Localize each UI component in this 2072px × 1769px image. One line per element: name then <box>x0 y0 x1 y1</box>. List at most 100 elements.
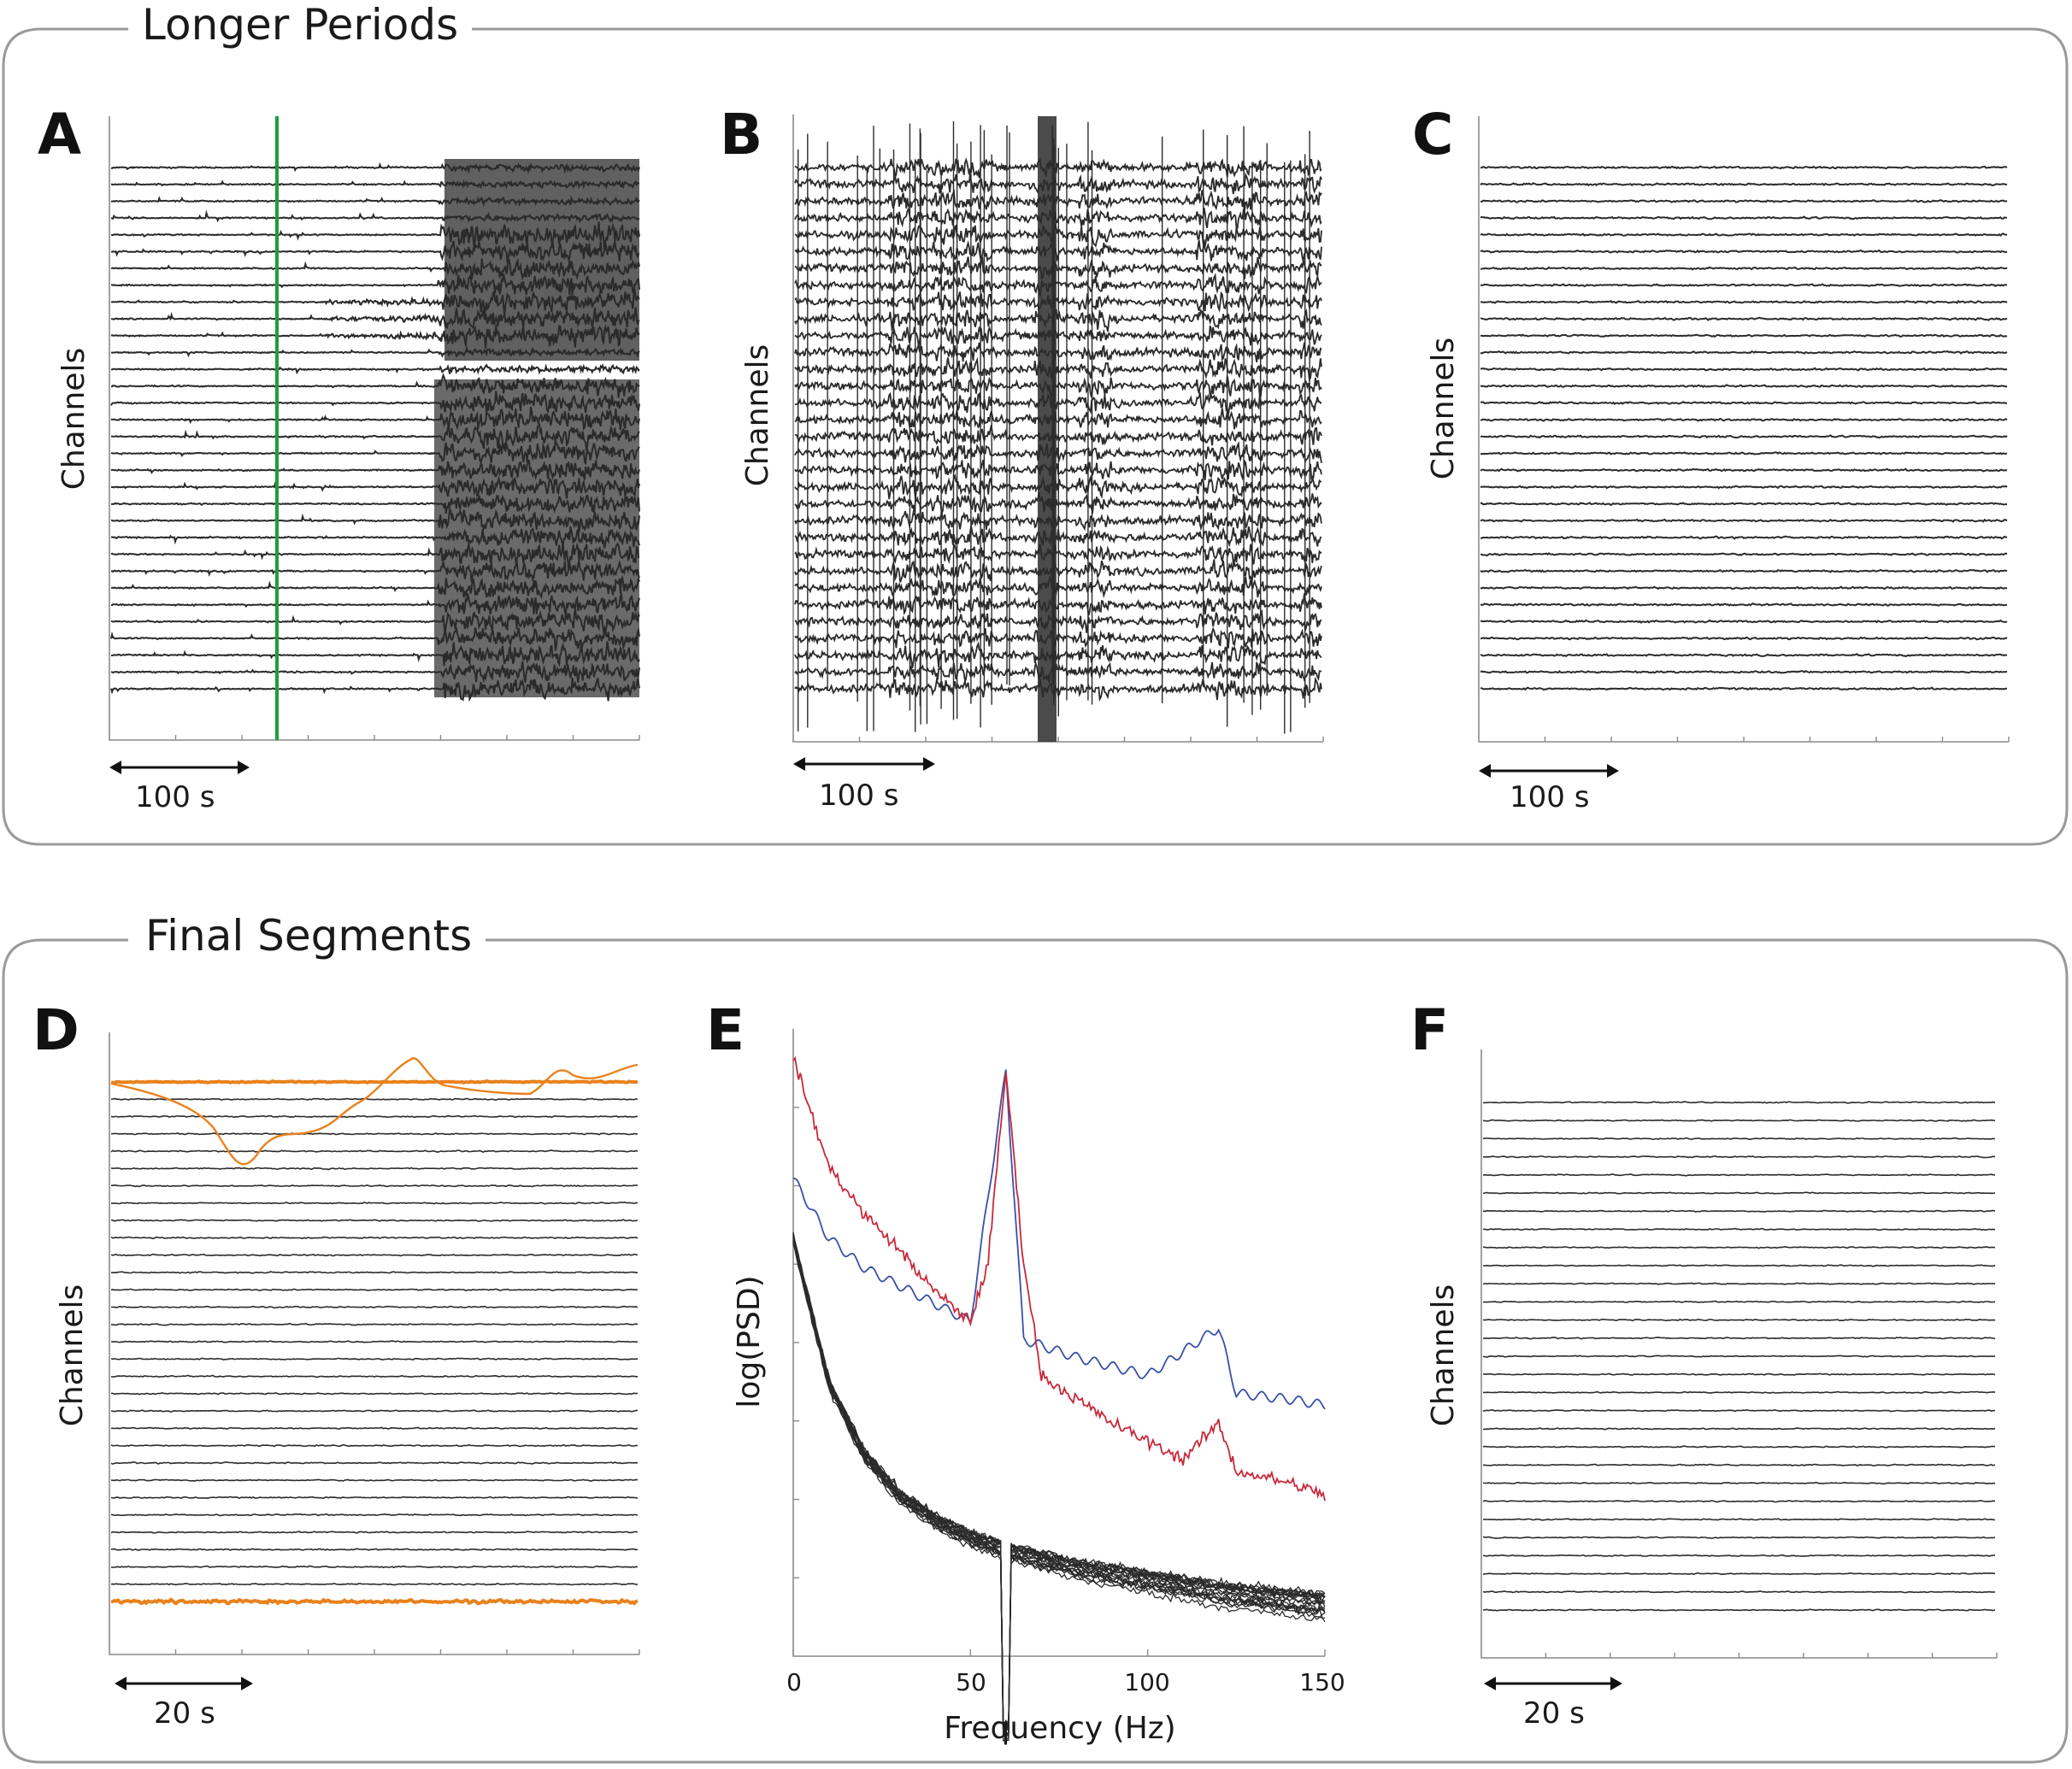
panel-c-scalebar-arrow-left <box>1479 764 1491 778</box>
panel-d-channel-trace <box>110 1565 639 1569</box>
panel-d-channel-trace <box>111 1305 639 1309</box>
panel-c-channel-trace <box>1480 249 2008 254</box>
panel-a-seizure-block-lower <box>434 379 639 697</box>
panel-c-channel-trace <box>1480 199 2008 203</box>
panel-d-channel-trace <box>110 1513 639 1517</box>
panel-f-channel-trace <box>1482 1572 1996 1576</box>
panel-b-axes <box>792 115 1323 743</box>
panel-e-black-psd-line <box>792 1235 1326 1725</box>
panel-f-channel-trace <box>1482 1554 1996 1557</box>
panel-c-channel-trace <box>1480 182 2008 187</box>
panel-e-black-psd-line <box>792 1244 1326 1735</box>
panel-f-channel-trace <box>1482 1536 1996 1539</box>
panel-f-scalebar-label: 20 s <box>1523 1696 1585 1731</box>
panel-d-channel-trace <box>110 1409 639 1413</box>
panel-f-channel-trace <box>1482 1101 1996 1104</box>
panel-d-channel-trace <box>110 1236 639 1240</box>
panel-f-axes <box>1480 1049 1997 1659</box>
panel-f-ylabel: Channels <box>1426 1284 1461 1427</box>
panel-f-channel-trace <box>1482 1282 1995 1285</box>
panel-f-channel-trace <box>1482 1481 1996 1485</box>
panel-d-bad-channel-trace <box>110 1078 639 1085</box>
panel-c-axes <box>1478 116 2009 743</box>
panel-d-channel-trace <box>110 1219 639 1222</box>
panel-d-channel-trace <box>110 1340 638 1343</box>
panel-d-channel-trace <box>110 1202 639 1205</box>
panel-e-black-psd-line <box>792 1241 1326 1733</box>
panel-d-channel-trace <box>110 1357 639 1361</box>
panel-d-channel-trace <box>110 1582 639 1586</box>
panel-a-ylabel: Channels <box>56 348 91 491</box>
panel-c-scalebar-arrow-right <box>1607 764 1619 778</box>
panel-b-ylabel: Channels <box>740 344 775 487</box>
panel-d-channel-trace <box>110 1478 639 1482</box>
panel-d-channel-trace <box>110 1167 638 1171</box>
panel-f-channel-trace <box>1482 1227 1996 1231</box>
panel-e-black-psd-line <box>792 1235 1326 1726</box>
panel-f-channel-trace <box>1482 1191 1996 1195</box>
panel-f-channel-trace <box>1482 1590 1996 1594</box>
panel-c-channel-trace <box>1480 283 2008 288</box>
panel-d-channel-trace <box>110 1097 639 1102</box>
panel-f-channel-trace <box>1482 1137 1996 1141</box>
panel-c-channel-trace <box>1480 502 2008 507</box>
panel-d-channel-trace <box>111 1184 639 1188</box>
panel-c-channel-trace <box>1480 165 2008 170</box>
panel-f-channel-trace <box>1482 1173 1996 1177</box>
panel-f-channel-trace <box>1482 1209 1996 1213</box>
panel-c-channel-trace <box>1480 333 2008 338</box>
panel-d-channel-trace <box>110 1374 638 1378</box>
panel-e-xtick-50: 50 <box>956 1668 986 1696</box>
panel-d-channel-trace <box>110 1322 639 1326</box>
panel-a-scalebar-arrow-left <box>109 761 121 774</box>
panel-d-channel-trace <box>110 1114 639 1119</box>
panel-e-black-psd-line <box>792 1241 1326 1735</box>
panel-c-channel-trace <box>1480 585 2008 591</box>
panel-c-traces <box>1480 165 2008 691</box>
panel-c-channel-trace <box>1480 535 2008 540</box>
panel-letter-c: C <box>1412 102 1453 167</box>
panel-e-black-psd-line <box>792 1237 1326 1730</box>
panel-d-scalebar-label: 20 s <box>154 1696 215 1731</box>
panel-f-channel-trace <box>1482 1608 1996 1612</box>
panel-e-xlabel: Frequency (Hz) <box>944 1711 1175 1746</box>
panel-e-ylabel: log(PSD) <box>732 1275 767 1408</box>
panel-c-channel-trace <box>1480 434 2008 439</box>
panel-e-black-psd-line <box>792 1231 1326 1728</box>
panel-c-channel-trace <box>1480 552 2008 557</box>
panel-f-channel-trace <box>1482 1500 1996 1503</box>
panel-c-channel-trace <box>1480 518 2008 523</box>
panel-e-xtick-150: 150 <box>1299 1668 1345 1696</box>
panel-e-psd <box>792 1029 1326 1742</box>
panel-a-channel-trace <box>110 362 640 375</box>
panel-d-bad-channel-trace <box>110 1597 639 1606</box>
panel-b-scalebar-arrow-left <box>793 757 805 771</box>
panel-c-channel-trace <box>1480 316 2008 321</box>
panel-c-channel-trace <box>1480 686 2007 691</box>
panel-d-scalebar-arrow-right <box>241 1677 253 1690</box>
panel-f-channel-trace <box>1482 1119 1996 1122</box>
panel-e-black-psd-line <box>792 1242 1326 1742</box>
panel-c-channel-trace <box>1480 350 2008 355</box>
panel-f-channel-trace <box>1482 1245 1996 1249</box>
panel-d-channel-trace <box>110 1288 639 1292</box>
panel-f-scalebar-arrow-left <box>1484 1677 1496 1690</box>
panel-e-black-psd-line <box>792 1235 1326 1730</box>
panel-f-channel-trace <box>1482 1300 1996 1303</box>
panel-c-channel-trace <box>1480 215 2008 220</box>
panel-d-channel-trace <box>111 1271 638 1274</box>
panel-f-scalebar-arrow-right <box>1610 1677 1622 1690</box>
axes-layer <box>109 115 2010 1659</box>
panel-f-channel-trace <box>1482 1408 1996 1413</box>
top-group-frame <box>2 27 2069 846</box>
panel-b-artifact-band <box>1038 116 1057 742</box>
panel-a-traces <box>110 116 640 740</box>
panel-e-black-psd-line <box>792 1239 1326 1737</box>
panel-d-ylabel: Channels <box>55 1284 90 1427</box>
panel-c-channel-trace <box>1480 619 2008 624</box>
panel-c-channel-trace <box>1480 299 2008 304</box>
panel-f-traces <box>1482 1101 1996 1612</box>
panel-d-channel-trace <box>110 1496 639 1500</box>
panel-b-scalebar-label: 100 s <box>819 779 898 813</box>
